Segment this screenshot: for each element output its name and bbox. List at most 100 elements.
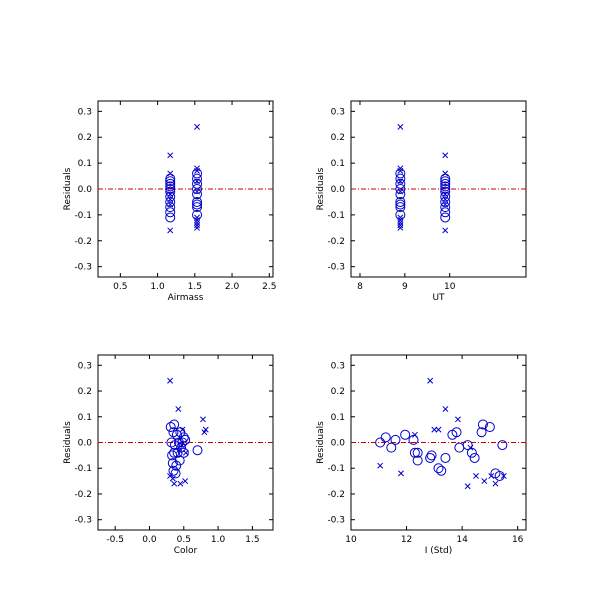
x-tick-label: 2.5 <box>262 282 276 292</box>
data-point-circle <box>484 422 495 433</box>
data-point-cross <box>167 152 174 159</box>
x-tick-label: 0.5 <box>177 535 191 545</box>
data-point-cross <box>492 480 499 487</box>
data-point-cross <box>167 196 174 203</box>
data-point-circle <box>165 202 176 213</box>
data-point-cross <box>177 480 184 487</box>
data-point-circle <box>386 442 397 453</box>
data-point-circle <box>440 186 451 197</box>
data-point-circle <box>440 191 451 202</box>
y-tick-label: 0.3 <box>331 107 345 117</box>
y-axis-label: Residuals <box>316 167 326 210</box>
data-point-cross <box>442 227 449 234</box>
y-tick-label: 0.3 <box>78 107 92 117</box>
x-tick-label: 9 <box>402 282 408 292</box>
data-point-circle <box>476 427 487 438</box>
x-axis-label: Airmass <box>168 293 204 303</box>
data-point-cross <box>397 222 404 229</box>
data-point-cross <box>171 480 178 487</box>
data-point-circle <box>426 450 437 461</box>
data-point-cross <box>442 196 449 203</box>
data-point-circle <box>395 189 406 200</box>
y-tick-label: -0.2 <box>74 490 92 500</box>
data-point-circle <box>171 429 182 440</box>
y-tick-label: -0.2 <box>327 237 345 247</box>
data-point-circle <box>440 212 451 223</box>
data-point-circle <box>167 450 178 461</box>
data-point-circle <box>165 176 176 187</box>
x-tick-label: 8 <box>357 282 363 292</box>
data-point-circle <box>440 178 451 189</box>
data-point-circle <box>192 445 203 456</box>
y-tick-label: 0.1 <box>78 159 92 169</box>
data-point-circle <box>178 447 189 458</box>
data-point-cross <box>194 167 200 174</box>
data-point-circle <box>433 463 444 474</box>
data-point-circle <box>408 434 419 445</box>
y-tick-label: 0.0 <box>331 185 346 195</box>
y-tick-label: -0.2 <box>74 237 92 247</box>
data-point-circle <box>440 176 451 187</box>
data-point-cross <box>397 167 404 174</box>
y-tick-label: 0.0 <box>331 439 346 449</box>
data-point-cross <box>397 217 404 224</box>
data-point-circle <box>165 186 176 197</box>
data-point-circle <box>169 419 180 430</box>
data-point-cross <box>194 188 200 195</box>
y-tick-label: -0.2 <box>327 490 345 500</box>
y-tick-label: 0.0 <box>78 185 93 195</box>
residual-plot-3: -0.3 -0.2 -0.1 0.0 0.1 0.2 0.3 -0.5 0.0 0.5 1.0 1.5… <box>63 354 274 556</box>
x-tick-label: 1.5 <box>188 282 202 292</box>
data-point-cross <box>500 473 507 479</box>
data-point-circle <box>192 173 203 184</box>
data-point-cross <box>179 426 186 433</box>
data-point-circle <box>395 173 406 184</box>
data-point-circle <box>440 207 451 218</box>
data-point-circle <box>425 452 436 463</box>
residual-plot-4: -0.3 -0.2 -0.1 0.0 0.1 0.2 0.3 10 12 14 16 I (Std) R… <box>316 354 527 556</box>
data-point-cross <box>411 431 418 438</box>
data-point-circle <box>497 440 508 451</box>
data-point-circle <box>466 447 477 458</box>
data-point-circle <box>168 465 179 476</box>
data-point-cross <box>464 483 471 490</box>
data-point-circle <box>180 434 191 445</box>
y-tick-label: -0.3 <box>74 263 92 273</box>
data-point-circle <box>395 202 406 213</box>
data-point-circle <box>165 212 176 223</box>
y-tick-label: -0.3 <box>327 263 345 273</box>
x-tick-label: 16 <box>512 535 524 545</box>
data-point-circle <box>454 442 465 453</box>
x-tick-label: 1.5 <box>245 535 259 545</box>
y-tick-label: 0.2 <box>78 387 92 397</box>
data-point-circle <box>168 427 179 438</box>
data-point-cross <box>442 152 449 159</box>
data-point-circle <box>192 199 203 210</box>
x-tick-label: 10 <box>444 282 456 292</box>
data-point-circle <box>165 191 176 202</box>
data-point-cross <box>194 217 200 224</box>
data-point-cross <box>200 416 206 423</box>
y-tick-label: -0.3 <box>74 516 92 526</box>
y-tick-label: 0.1 <box>331 413 345 423</box>
data-point-circle <box>177 437 188 448</box>
data-point-cross <box>397 214 404 221</box>
data-point-cross <box>397 165 404 172</box>
x-tick-label: 0.0 <box>142 535 157 545</box>
y-tick-label: 0.2 <box>331 387 345 397</box>
x-tick-label: 0.5 <box>113 282 127 292</box>
data-point-cross <box>182 449 189 456</box>
x-tick-label: 12 <box>401 535 412 545</box>
data-point-cross <box>398 470 404 477</box>
data-point-circle <box>477 419 488 430</box>
data-point-circle <box>375 437 386 448</box>
data-point-cross <box>194 222 200 229</box>
data-point-cross <box>175 406 182 412</box>
data-point-cross <box>442 191 449 198</box>
data-point-circle <box>440 181 451 192</box>
y-tick-label: 0.2 <box>331 133 345 143</box>
data-point-circle <box>192 184 203 194</box>
data-point-circle <box>380 432 391 443</box>
x-tick-label: 2.0 <box>225 282 240 292</box>
data-point-cross <box>427 377 434 384</box>
